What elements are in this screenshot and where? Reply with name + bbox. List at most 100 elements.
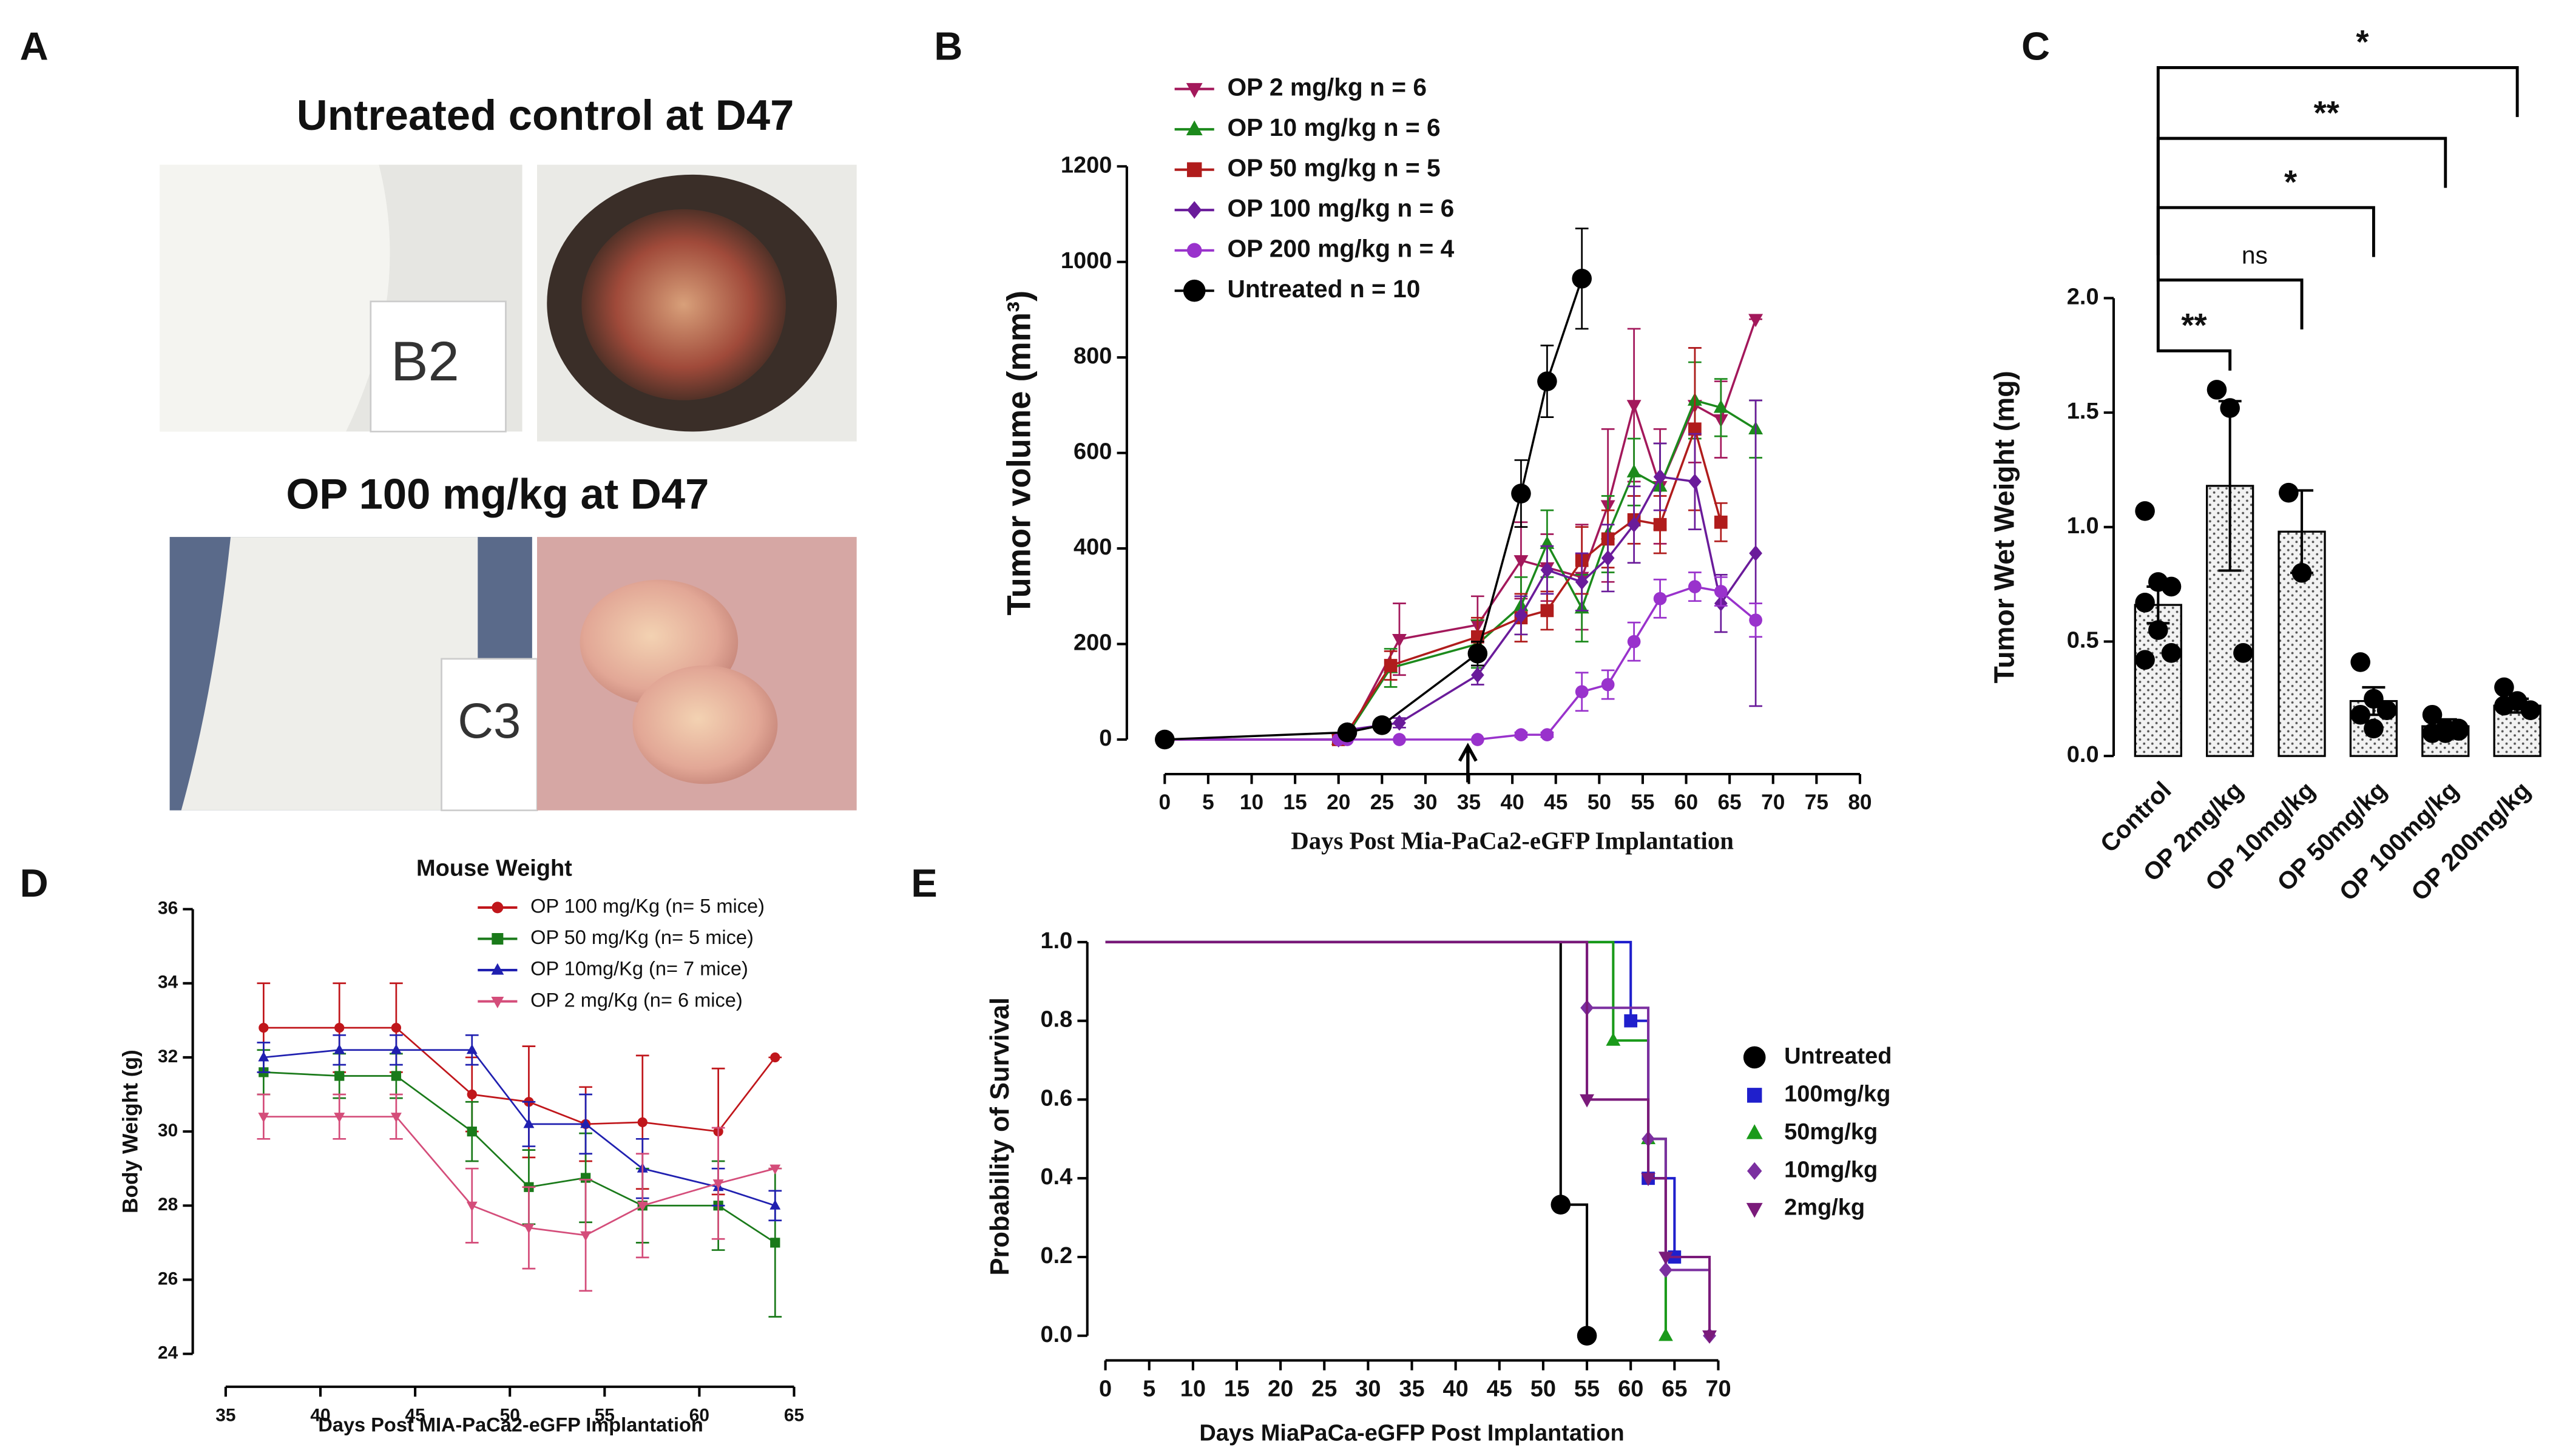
legend-label: OP 100 mg/Kg (n= 5 mice)	[530, 895, 765, 917]
point	[1155, 729, 1175, 750]
y-tick-label: 1000	[1061, 248, 1112, 274]
significance-label: **	[2181, 307, 2207, 344]
point	[391, 1022, 402, 1033]
point	[1514, 607, 1528, 624]
x-tick-label: 35	[215, 1406, 235, 1426]
point	[1702, 1330, 1717, 1344]
legend-marker	[1747, 1088, 1762, 1103]
point	[1748, 314, 1763, 328]
photo-card	[370, 300, 507, 433]
point	[523, 1224, 535, 1234]
point	[2148, 620, 2168, 640]
legend-label: OP 10mg/Kg (n= 7 mice)	[530, 958, 748, 980]
y-tick-label: 34	[158, 972, 178, 993]
survival-curve	[1105, 940, 1711, 1336]
photo-tag: B2	[391, 329, 459, 393]
point	[334, 1071, 345, 1081]
chart-title: Mouse Weight	[416, 855, 572, 881]
point	[2494, 695, 2514, 716]
point	[334, 1113, 345, 1123]
point	[2350, 704, 2370, 725]
point	[466, 1201, 478, 1212]
point	[1658, 1252, 1673, 1266]
x-tick-label: 0	[1099, 1376, 1112, 1401]
photo-tumor	[632, 665, 778, 784]
point	[1393, 733, 1406, 746]
bracket	[2156, 136, 2447, 255]
x-tick-label: 30	[1413, 790, 1437, 814]
point	[1606, 1033, 1621, 1046]
y-axis-label: Probability of Survival	[986, 997, 1015, 1275]
point	[1337, 722, 1358, 743]
point	[1550, 1195, 1571, 1215]
y-tick-label: 1.0	[1040, 928, 1072, 954]
photo-fur	[160, 164, 390, 432]
y-tick-label: 1.5	[2067, 399, 2099, 424]
y-tick-label: 0	[1099, 726, 1112, 751]
y-tick-label: 200	[1074, 630, 1112, 656]
point	[1575, 574, 1589, 590]
point	[2350, 652, 2370, 672]
legend-marker	[491, 997, 504, 1009]
point	[1749, 613, 1762, 627]
point	[2449, 718, 2469, 739]
legend-label: OP 2 mg/Kg (n= 6 mice)	[530, 989, 743, 1011]
y-tick-label: 30	[158, 1121, 178, 1141]
x-tick-label: 10	[1240, 790, 1263, 814]
y-tick-label: 32	[158, 1046, 178, 1067]
point	[2206, 380, 2227, 400]
series-line	[1165, 399, 1757, 741]
legend-label: 2mg/kg	[1784, 1195, 1865, 1221]
point	[1713, 399, 1728, 413]
point	[2279, 482, 2299, 503]
x-tick-label: 65	[1662, 1376, 1687, 1401]
legend-marker	[1186, 120, 1203, 135]
x-tick-label: 60	[1674, 790, 1698, 814]
x-tick-label: 50	[500, 1406, 520, 1426]
point	[2161, 643, 2182, 663]
x-tick-label: 25	[1370, 790, 1394, 814]
series-line	[1165, 476, 1757, 741]
point	[2233, 643, 2253, 663]
point	[2220, 398, 2240, 418]
x-tick-label: 20	[1268, 1376, 1293, 1401]
x-axis-label: Days MiaPaCa-eGFP Post Implantation	[1199, 1421, 1624, 1446]
x-tick-label: 70	[1705, 1376, 1731, 1401]
photo-caption: OP 100 mg/kg at D47	[286, 470, 709, 518]
legend-label: Untreated	[1784, 1043, 1892, 1069]
x-tick-label: 15	[1224, 1376, 1249, 1401]
y-tick-label: 2.0	[2067, 284, 2099, 309]
point	[1470, 733, 1484, 746]
legend-marker	[1746, 1202, 1763, 1218]
y-axis-label: Body Weight (g)	[119, 1050, 143, 1213]
point	[769, 1199, 781, 1210]
panel-label: D	[20, 861, 49, 905]
x-axis-label: Days Post Mia-PaCa2-eGFP Implantation	[1291, 827, 1734, 854]
photo-tumor	[581, 209, 786, 400]
point	[1688, 473, 1702, 490]
point	[390, 1043, 402, 1054]
point	[391, 1071, 402, 1081]
point	[2161, 576, 2182, 597]
point	[259, 1022, 269, 1033]
point	[258, 1051, 269, 1062]
legend-marker	[1186, 201, 1202, 219]
point	[580, 1118, 592, 1128]
point	[1688, 422, 1702, 436]
point	[467, 1126, 477, 1137]
y-tick-label: 0.2	[1040, 1243, 1072, 1269]
point	[712, 1179, 724, 1190]
bracket	[2156, 255, 2304, 330]
x-tick-label: 80	[1848, 790, 1872, 814]
point	[1514, 728, 1528, 741]
point	[523, 1118, 535, 1128]
point	[1627, 516, 1641, 533]
x-tick-label: 40	[1443, 1376, 1469, 1401]
point	[637, 1201, 648, 1212]
x-tick-label: 50	[1530, 1376, 1556, 1401]
point	[580, 1231, 592, 1241]
point	[1575, 685, 1589, 699]
series-line	[1165, 278, 1583, 741]
y-tick-label: 1200	[1061, 152, 1112, 178]
x-tick-label: 70	[1761, 790, 1785, 814]
